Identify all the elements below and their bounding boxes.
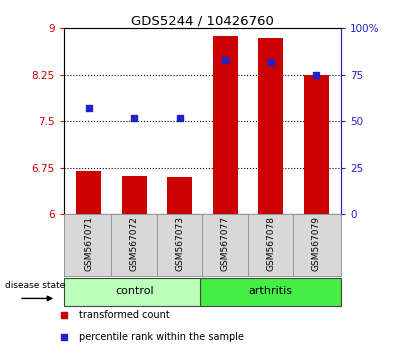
Text: disease state: disease state: [5, 280, 65, 290]
Point: [222, 57, 229, 63]
Text: arthritis: arthritis: [249, 286, 293, 296]
Text: GSM567073: GSM567073: [175, 216, 184, 272]
Text: GSM567071: GSM567071: [84, 216, 93, 272]
Point: [176, 115, 183, 120]
Point: [61, 312, 68, 318]
Text: percentile rank within the sample: percentile rank within the sample: [79, 332, 244, 342]
Text: GSM567079: GSM567079: [312, 216, 321, 272]
Bar: [76, 171, 101, 214]
Point: [313, 72, 319, 78]
Point: [85, 105, 92, 111]
Text: GSM567078: GSM567078: [266, 216, 275, 272]
Bar: [200, 278, 341, 306]
Point: [131, 115, 138, 120]
Bar: [212, 36, 238, 214]
Bar: [258, 38, 283, 214]
Text: GSM567077: GSM567077: [221, 216, 230, 272]
Point: [61, 334, 68, 339]
Text: transformed count: transformed count: [79, 310, 170, 320]
Text: GSM567072: GSM567072: [130, 216, 139, 272]
Bar: [304, 75, 329, 214]
Title: GDS5244 / 10426760: GDS5244 / 10426760: [131, 14, 274, 27]
Bar: [122, 176, 147, 214]
Text: control: control: [115, 286, 154, 296]
Bar: [167, 177, 192, 214]
Point: [267, 59, 274, 65]
Bar: [64, 278, 205, 306]
